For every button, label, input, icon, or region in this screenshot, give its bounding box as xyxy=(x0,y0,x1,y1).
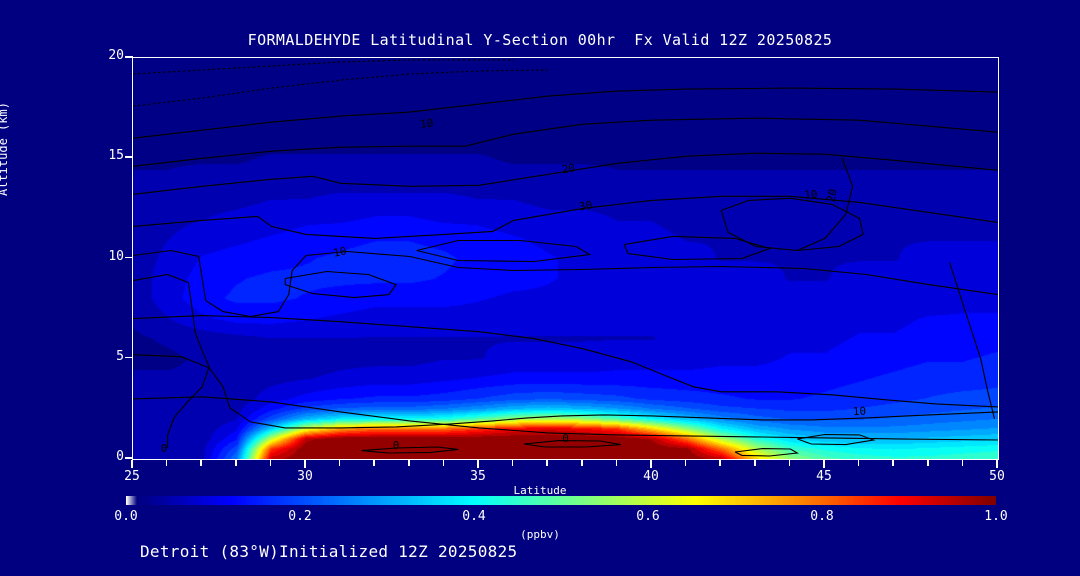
x-tick-mark-minor xyxy=(961,460,964,466)
chart-title: FORMALDEHYDE Latitudinal Y-Section 00hr … xyxy=(247,31,833,49)
x-tick-mark-minor xyxy=(269,460,272,466)
x-tick-mark-minor xyxy=(788,460,791,466)
contour-label: 0 xyxy=(161,442,168,455)
x-tick-mark-minor xyxy=(857,460,860,466)
y-tick-label: 10 xyxy=(108,248,124,264)
x-tick-mark-minor xyxy=(892,460,894,466)
formaldehyde-heatmap xyxy=(133,58,998,459)
x-tick-mark-minor xyxy=(235,460,237,466)
temperature-contour-overlay: 10 20 30 10 0 10 0 0 20 10 xyxy=(133,59,998,457)
contour-line xyxy=(133,69,549,107)
contour-line xyxy=(284,270,397,299)
contour-line xyxy=(133,249,998,318)
x-tick-mark-minor xyxy=(373,460,375,466)
contour-label: 30 xyxy=(578,198,593,213)
x-tick-mark-minor xyxy=(754,460,756,466)
x-tick-mark-minor xyxy=(200,460,202,466)
colorbar-tick-label: 0.8 xyxy=(810,509,834,524)
contour-line xyxy=(133,354,998,429)
contour-line xyxy=(416,239,592,263)
contour-line xyxy=(720,197,864,252)
contour-line xyxy=(797,158,854,252)
x-tick-mark-minor xyxy=(927,460,929,466)
contour-line xyxy=(133,315,998,408)
contour-label: 10 xyxy=(804,188,818,202)
contour-label: 0 xyxy=(393,439,400,452)
x-tick-mark-major xyxy=(304,460,306,468)
x-axis-title: Latitude xyxy=(513,484,567,497)
x-tick-mark-minor xyxy=(684,460,687,466)
x-tick-mark-major xyxy=(650,460,652,468)
station-caption: Detroit (83°W)Initialized 12Z 20250825 xyxy=(140,542,518,561)
x-tick-mark-minor xyxy=(615,460,618,466)
colorbar-tick-label: 1.0 xyxy=(984,509,1008,524)
contour-label: 10 xyxy=(419,117,434,131)
contour-line xyxy=(797,433,876,446)
y-axis-title: Altitude (km) xyxy=(0,102,10,196)
y-tick-label: 20 xyxy=(108,48,124,63)
contour-line xyxy=(133,152,998,195)
contour-label: 10 xyxy=(852,405,866,419)
y-tick-mark xyxy=(125,256,133,258)
x-tick-label: 45 xyxy=(816,469,832,484)
x-tick-mark-minor xyxy=(442,460,445,466)
contour-line xyxy=(623,235,772,261)
x-tick-label: 25 xyxy=(124,469,140,484)
x-tick-mark-minor xyxy=(546,460,548,466)
x-tick-mark-major xyxy=(996,460,998,468)
x-tick-label: 40 xyxy=(643,469,659,484)
contour-label: 10 xyxy=(332,244,348,259)
y-tick-label: 15 xyxy=(108,148,124,164)
colorbar-tick-label: 0.6 xyxy=(636,509,660,524)
x-tick-mark-minor xyxy=(719,460,721,466)
colorbar xyxy=(126,496,996,505)
x-tick-mark-minor xyxy=(511,460,514,466)
contour-line xyxy=(133,396,998,441)
colorbar-tick-label: 0.2 xyxy=(288,509,312,524)
contour-line xyxy=(523,440,621,448)
colorbar-unit-label: (ppbv) xyxy=(520,528,560,541)
contour-line xyxy=(361,446,459,454)
y-tick-mark xyxy=(125,457,133,459)
y-tick-mark xyxy=(125,56,133,58)
contour-line xyxy=(734,448,800,457)
contour-line xyxy=(133,273,210,448)
x-tick-mark-major xyxy=(131,460,133,468)
x-tick-mark-major xyxy=(477,460,479,468)
x-tick-label: 50 xyxy=(989,469,1005,484)
contour-line xyxy=(133,195,998,239)
x-tick-label: 30 xyxy=(297,469,313,484)
contour-label: 20 xyxy=(561,161,576,176)
x-tick-mark-minor xyxy=(408,460,410,466)
x-tick-mark-major xyxy=(823,460,825,468)
x-tick-mark-minor xyxy=(165,460,168,466)
y-tick-label: 5 xyxy=(116,348,124,364)
contour-line xyxy=(133,117,998,167)
contour-line xyxy=(949,262,996,420)
x-tick-mark-minor xyxy=(581,460,583,466)
heatmap-field-wrapper: 10 20 30 10 0 10 0 0 20 10 xyxy=(133,58,998,459)
contour-label: 20 xyxy=(824,188,839,204)
plot-area: 10 20 30 10 0 10 0 0 20 10 xyxy=(132,57,999,460)
y-tick-mark xyxy=(125,156,133,158)
x-tick-label: 35 xyxy=(470,469,486,484)
contour-label: 0 xyxy=(562,432,569,445)
y-tick-label: 0 xyxy=(116,449,124,464)
colorbar-tick-label: 0.0 xyxy=(114,509,138,524)
contour-line xyxy=(133,59,514,75)
colorbar-tick-label: 0.4 xyxy=(462,509,486,524)
x-tick-mark-minor xyxy=(338,460,341,466)
contour-line xyxy=(133,87,998,139)
y-tick-mark xyxy=(125,356,133,359)
